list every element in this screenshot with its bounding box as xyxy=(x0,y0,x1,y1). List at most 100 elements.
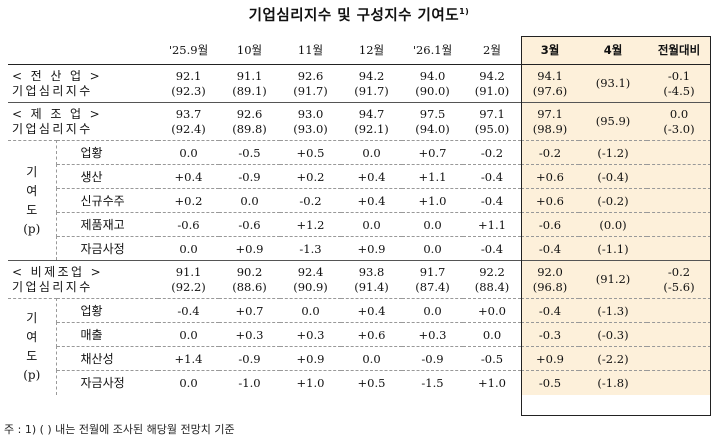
footnote: 주 : 1) ( ) 내는 전월에 조사된 해당월 전망치 기준 xyxy=(4,423,235,436)
contribution-cell: (0.0) xyxy=(579,212,647,237)
col-header: 2월 xyxy=(463,36,521,65)
contribution-row: 기 여 도 (p) 업황 0.0 -0.5 +0.5 0.0 +0.7 -0.2 -0.2 (-1.2) xyxy=(8,140,711,261)
contribution-label-char: 여 xyxy=(26,183,38,198)
index-cell: 94.2 (91.7) xyxy=(341,65,402,103)
index-cell: (95.9) xyxy=(579,102,647,141)
contribution-cell: +1.0 xyxy=(402,188,463,213)
contribution-cell: -0.2 xyxy=(280,188,341,213)
contribution-cell: -0.6 xyxy=(219,212,280,237)
index-table: '25.9월 10월 11월 12월 '26.1월 2월 3월 4월 전월대비 … xyxy=(8,36,711,395)
index-value: 94.2 xyxy=(358,68,385,83)
section-header-row: < 비제조업 > 기업심리지수 91.1 (92.2) 90.2 (88.6) 92.4 (9… xyxy=(8,260,711,299)
index-value: 91.1 xyxy=(175,264,202,279)
index-cell: 91.7 (87.4) xyxy=(402,260,463,299)
contribution-cell: +0.3 xyxy=(280,322,341,347)
contribution-cell: -0.9 xyxy=(219,346,280,371)
col-header: 3월 xyxy=(521,36,579,65)
component-label: 신규수주 xyxy=(56,188,158,213)
contribution-label: 기 여 도 (p) xyxy=(8,298,57,395)
index-forecast: (-3.0) xyxy=(663,121,695,136)
index-cell: 94.1 (97.6) xyxy=(521,64,579,103)
index-cell: 94.2 (91.0) xyxy=(463,65,521,103)
contribution-cell: (-0.3) xyxy=(579,322,647,347)
contribution-label-char: (p) xyxy=(23,221,41,236)
index-forecast: (98.9) xyxy=(532,121,568,136)
contribution-label-char: 도 xyxy=(26,348,38,363)
contribution-cell xyxy=(647,164,711,189)
index-cell: (91.2) xyxy=(579,260,647,299)
contribution-row: 제품재고 -0.6 -0.6 +1.2 0.0 0.0 +1.1 -0.6 (0.0) xyxy=(8,212,711,237)
contribution-cell: 0.0 xyxy=(158,140,219,165)
component-label: 채산성 xyxy=(56,346,158,371)
index-forecast: (89.1) xyxy=(232,83,267,98)
component-label: 자금사정 xyxy=(56,236,158,261)
index-forecast: (93.1) xyxy=(595,76,631,90)
index-forecast: (92.3) xyxy=(171,83,206,98)
contribution-cell: -0.3 xyxy=(521,322,579,347)
contribution-cell: +0.7 xyxy=(219,298,280,323)
index-cell: 92.6 (91.7) xyxy=(280,65,341,103)
contribution-cell: (-1.2) xyxy=(579,140,647,165)
index-cell: 92.4 (90.9) xyxy=(280,260,341,299)
index-forecast: (90.9) xyxy=(293,279,328,294)
index-forecast: (91.0) xyxy=(474,83,510,98)
index-value: 92.1 xyxy=(175,68,202,83)
contribution-label-char: 기 xyxy=(26,310,38,325)
index-value: 92.4 xyxy=(297,264,324,279)
title-footnote-mark: 1) xyxy=(459,7,470,17)
index-cell: (93.1) xyxy=(579,64,647,103)
contribution-cell: (-1.8) xyxy=(579,370,647,395)
contribution-row: 기 여 도 (p) 업황 -0.4 +0.7 0.0 +0.4 0.0 +0.0 -0.4 (-1.3) xyxy=(8,298,711,395)
contribution-cell: -0.4 xyxy=(521,236,579,261)
index-forecast: (90.0) xyxy=(415,83,450,98)
index-cell: -0.2 (-5.6) xyxy=(647,260,711,299)
contribution-label-char: 기 xyxy=(26,164,38,179)
contribution-cell: -0.2 xyxy=(521,140,579,165)
index-forecast: (-4.5) xyxy=(663,83,695,98)
index-cell: 92.0 (96.8) xyxy=(521,260,579,299)
index-value: 91.7 xyxy=(419,264,446,279)
index-value: 94.2 xyxy=(479,68,505,83)
index-value: 93.7 xyxy=(175,106,202,121)
contribution-row: 신규수주 +0.2 0.0 -0.2 +0.4 +1.0 -0.4 +0.6 (-0.2) xyxy=(8,188,711,213)
index-forecast: (91.2) xyxy=(595,272,631,286)
contribution-cell: +0.9 xyxy=(219,236,280,261)
contribution-cell: +1.0 xyxy=(280,370,341,395)
contribution-cell: -0.5 xyxy=(463,346,521,371)
index-forecast: (88.4) xyxy=(474,279,510,294)
contribution-cell xyxy=(647,236,711,261)
header-corner xyxy=(8,36,158,65)
index-cell: 92.1 (92.3) xyxy=(158,65,219,103)
index-cell: 97.1 (95.0) xyxy=(463,102,521,141)
contribution-cell: 0.0 xyxy=(158,322,219,347)
contribution-cell: +1.2 xyxy=(280,212,341,237)
contribution-cell: +0.5 xyxy=(280,140,341,165)
contribution-cell: -0.4 xyxy=(463,188,521,213)
contribution-row: 매출 0.0 +0.3 +0.3 +0.6 +0.3 0.0 -0.3 (-0.3) xyxy=(8,322,711,347)
contribution-cell: (-0.4) xyxy=(579,164,647,189)
index-cell: 90.2 (88.6) xyxy=(219,260,280,299)
index-value: 92.0 xyxy=(537,264,563,279)
contribution-label: 기 여 도 (p) xyxy=(8,140,57,261)
contribution-cell: (-1.3) xyxy=(579,298,647,323)
contribution-cell xyxy=(647,140,711,165)
col-header: '26.1월 xyxy=(402,36,463,65)
header-row: '25.9월 10월 11월 12월 '26.1월 2월 3월 4월 전월대비 xyxy=(8,36,711,65)
section-label-line2: 기업심리지수 xyxy=(12,279,93,294)
contribution-cell: +0.3 xyxy=(402,322,463,347)
contribution-cell: +0.0 xyxy=(463,298,521,323)
contribution-cell: +0.7 xyxy=(402,140,463,165)
index-value: 94.1 xyxy=(537,68,563,83)
contribution-cell: 0.0 xyxy=(158,236,219,261)
contribution-cell: -0.4 xyxy=(158,298,219,323)
col-header: '25.9월 xyxy=(158,36,219,65)
index-value: 94.0 xyxy=(419,68,446,83)
contribution-cell: +0.5 xyxy=(341,370,402,395)
component-label: 업황 xyxy=(56,298,158,323)
contribution-cell: (-1.1) xyxy=(579,236,647,261)
index-forecast: (89.8) xyxy=(232,121,267,136)
contribution-cell: +0.2 xyxy=(158,188,219,213)
component-label: 자금사정 xyxy=(56,370,158,395)
contribution-cell: +0.3 xyxy=(219,322,280,347)
index-value: 93.0 xyxy=(297,106,324,121)
